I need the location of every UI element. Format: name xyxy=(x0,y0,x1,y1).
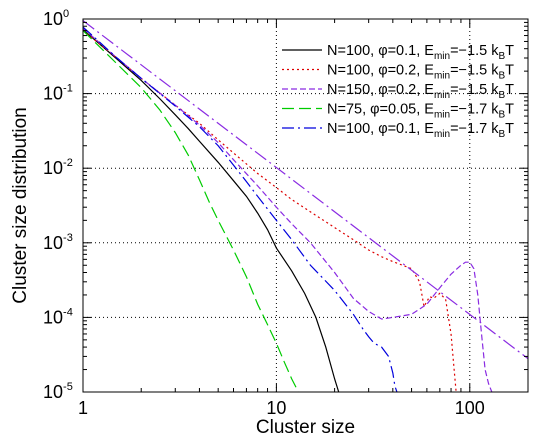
y-tick-label: 10-2 xyxy=(43,157,73,178)
legend-entry-label: N=75, φ=0.05, Emin=−1.7 kBT xyxy=(327,102,514,121)
series-line-4 xyxy=(83,30,299,392)
series-line-3 xyxy=(83,27,493,392)
x-tick-label: 10 xyxy=(266,398,286,418)
legend-entry-label: N=100, φ=0.2, Emin=−1.5 kBT xyxy=(327,63,514,82)
series-lines xyxy=(83,20,528,392)
legend-entry-label: N=150, φ=0.2, Emin=−1.5 kBT xyxy=(327,82,514,101)
y-tick-label: 10-1 xyxy=(43,83,73,104)
y-tick-label: 10-5 xyxy=(43,381,73,402)
series-line-6 xyxy=(83,20,528,360)
plot-frame xyxy=(82,18,529,393)
y-tick-label: 10-4 xyxy=(43,306,73,327)
x-tick-label: 1 xyxy=(78,398,88,418)
y-tick-label: 10-3 xyxy=(43,232,73,253)
series-line-2 xyxy=(83,30,457,392)
axis-ticks: 1 10 100 100 10-1 10-2 10-3 10-4 10-5 xyxy=(43,8,529,418)
y-tick-label: 100 xyxy=(43,8,69,29)
series-line-5 xyxy=(83,26,398,392)
x-tick-label: 100 xyxy=(455,398,485,418)
series-line-1 xyxy=(83,29,340,392)
x-axis-label: Cluster size xyxy=(256,417,355,438)
legend-entry-label: N=100, φ=0.1, Emin=−1.7 kBT xyxy=(327,121,514,140)
y-axis-label: Cluster size distribution xyxy=(10,107,31,303)
legend-entry-label: N=100, φ=0.1, Emin=−1.5 kBT xyxy=(327,43,514,62)
